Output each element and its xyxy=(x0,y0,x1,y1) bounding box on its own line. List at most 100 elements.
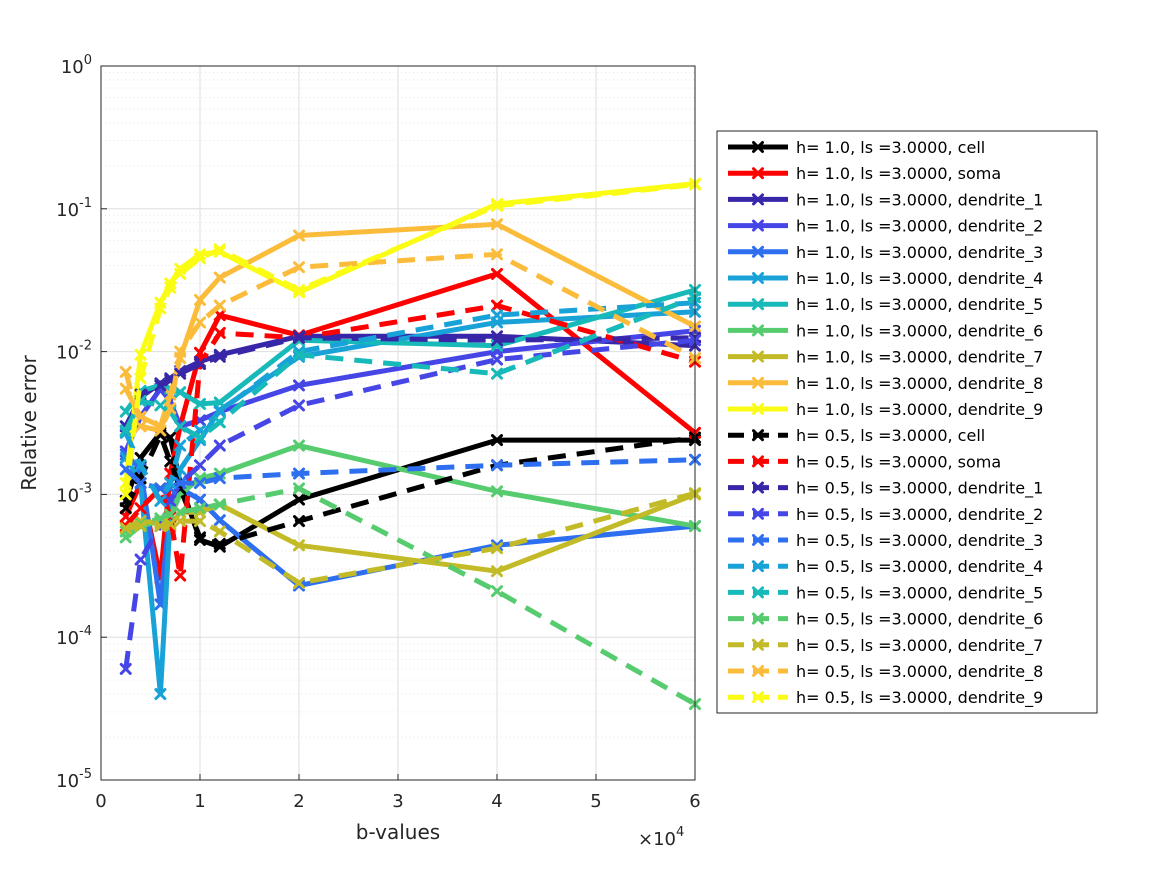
x-tick-label: 1 xyxy=(194,791,205,812)
legend-marker xyxy=(752,167,764,180)
legend-entry: h= 1.0, ls =3.0000, cell xyxy=(728,138,985,157)
data-point xyxy=(164,508,177,521)
data-point xyxy=(491,542,503,555)
data-point xyxy=(174,386,187,399)
data-point xyxy=(293,331,305,344)
legend-label: h= 0.5, ls =3.0000, dendrite_1 xyxy=(796,479,1043,499)
legend-marker xyxy=(752,350,764,363)
data-point xyxy=(154,302,167,315)
legend-marker xyxy=(752,455,764,468)
data-point xyxy=(134,372,147,385)
data-point xyxy=(194,531,206,544)
y-axis-title: Relative error xyxy=(17,355,41,491)
data-point xyxy=(154,399,167,412)
legend-label: h= 1.0, ls =3.0000, dendrite_7 xyxy=(796,348,1043,368)
legend-entry: h= 0.5, ls =3.0000, dendrite_3 xyxy=(728,531,1043,551)
legend-entry: h= 0.5, ls =3.0000, dendrite_7 xyxy=(728,636,1043,656)
data-point xyxy=(213,525,226,538)
data-point xyxy=(491,267,503,280)
legend-entry: h= 1.0, ls =3.0000, dendrite_3 xyxy=(728,243,1043,263)
series-line xyxy=(123,337,696,670)
legend-entry: h= 1.0, ls =3.0000, dendrite_2 xyxy=(728,217,1043,237)
data-point xyxy=(119,502,132,515)
legend-marker xyxy=(752,586,764,599)
legend-entry: h= 0.5, ls =3.0000, soma xyxy=(728,452,1001,471)
data-point xyxy=(213,309,226,322)
data-point xyxy=(194,293,206,306)
data-point xyxy=(213,396,226,409)
series-20 xyxy=(119,487,701,589)
legend-label: h= 0.5, ls =3.0000, dendrite_5 xyxy=(796,583,1043,603)
legend-label: h= 0.5, ls =3.0000, dendrite_6 xyxy=(796,610,1043,630)
data-point xyxy=(194,431,206,444)
legend-entry: h= 0.5, ls =3.0000, cell xyxy=(728,426,985,445)
data-point xyxy=(164,281,177,294)
legend-entry: h= 0.5, ls =3.0000, dendrite_6 xyxy=(728,610,1043,630)
data-point xyxy=(293,515,305,528)
data-point xyxy=(213,514,226,527)
data-point xyxy=(134,520,147,533)
svg-text:×104: ×104 xyxy=(638,825,684,850)
data-point xyxy=(213,271,226,284)
data-point xyxy=(213,405,226,418)
data-point xyxy=(491,459,503,472)
data-point xyxy=(213,350,226,363)
data-point xyxy=(119,424,132,437)
legend-marker xyxy=(752,298,764,311)
data-point xyxy=(174,463,187,476)
data-point xyxy=(164,494,177,507)
data-point xyxy=(154,520,167,533)
x-tick-label: 4 xyxy=(491,791,502,812)
legend-entry: h= 1.0, ls =3.0000, dendrite_1 xyxy=(728,190,1043,210)
legend-marker xyxy=(752,534,764,546)
legend-label: h= 0.5, ls =3.0000, dendrite_3 xyxy=(796,531,1043,551)
legend: h= 1.0, ls =3.0000, cell h= 1.0, ls =3.00… xyxy=(716,130,1098,714)
data-point xyxy=(134,420,147,433)
data-point xyxy=(491,485,503,498)
data-point xyxy=(134,459,147,472)
data-point xyxy=(491,309,503,322)
legend-entry: h= 1.0, ls =3.0000, dendrite_7 xyxy=(728,348,1043,368)
data-point xyxy=(174,569,187,582)
data-point xyxy=(164,402,177,415)
data-point xyxy=(194,502,206,515)
series-layer xyxy=(119,177,701,711)
data-point xyxy=(491,334,503,347)
data-point xyxy=(134,477,147,490)
legend-label: h= 0.5, ls =3.0000, dendrite_7 xyxy=(796,636,1043,656)
data-point xyxy=(174,477,187,490)
data-point xyxy=(293,576,305,589)
x-tick-labels: 0 1 2 3 4 5 6 xyxy=(95,791,700,812)
data-point xyxy=(174,267,187,280)
legend-marker xyxy=(752,612,764,625)
x-axis-title: b-values xyxy=(356,820,440,844)
data-point xyxy=(194,459,206,472)
data-point xyxy=(134,348,147,361)
legend-marker xyxy=(752,403,764,415)
series-line xyxy=(123,221,697,429)
legend-label: h= 1.0, ls =3.0000, dendrite_2 xyxy=(796,217,1043,237)
legend-entry: h= 1.0, ls =3.0000, dendrite_8 xyxy=(728,374,1043,394)
legend-label: h= 1.0, ls =3.0000, dendrite_3 xyxy=(796,243,1043,263)
y-tick-label: 10-1 xyxy=(56,196,92,221)
legend-label: h= 1.0, ls =3.0000, soma xyxy=(796,164,1001,183)
data-point xyxy=(194,252,206,265)
data-point xyxy=(491,434,503,447)
legend-entry: h= 1.0, ls =3.0000, dendrite_9 xyxy=(728,400,1043,420)
data-point xyxy=(213,243,226,256)
legend-label: h= 0.5, ls =3.0000, dendrite_2 xyxy=(796,505,1043,525)
data-point xyxy=(213,416,226,429)
legend-marker xyxy=(752,245,764,258)
legend-entry: h= 0.5, ls =3.0000, dendrite_9 xyxy=(728,688,1043,708)
legend-label: h= 0.5, ls =3.0000, cell xyxy=(796,426,985,445)
series-line xyxy=(123,294,696,441)
data-point xyxy=(194,515,206,528)
data-point xyxy=(491,367,503,380)
y-tick-label: 10-3 xyxy=(56,481,92,506)
data-point xyxy=(293,348,305,361)
data-point xyxy=(119,662,132,675)
x-axis-multiplier: ×104 xyxy=(638,825,684,850)
data-point xyxy=(293,284,305,297)
data-point xyxy=(194,397,206,410)
data-point xyxy=(134,502,147,515)
